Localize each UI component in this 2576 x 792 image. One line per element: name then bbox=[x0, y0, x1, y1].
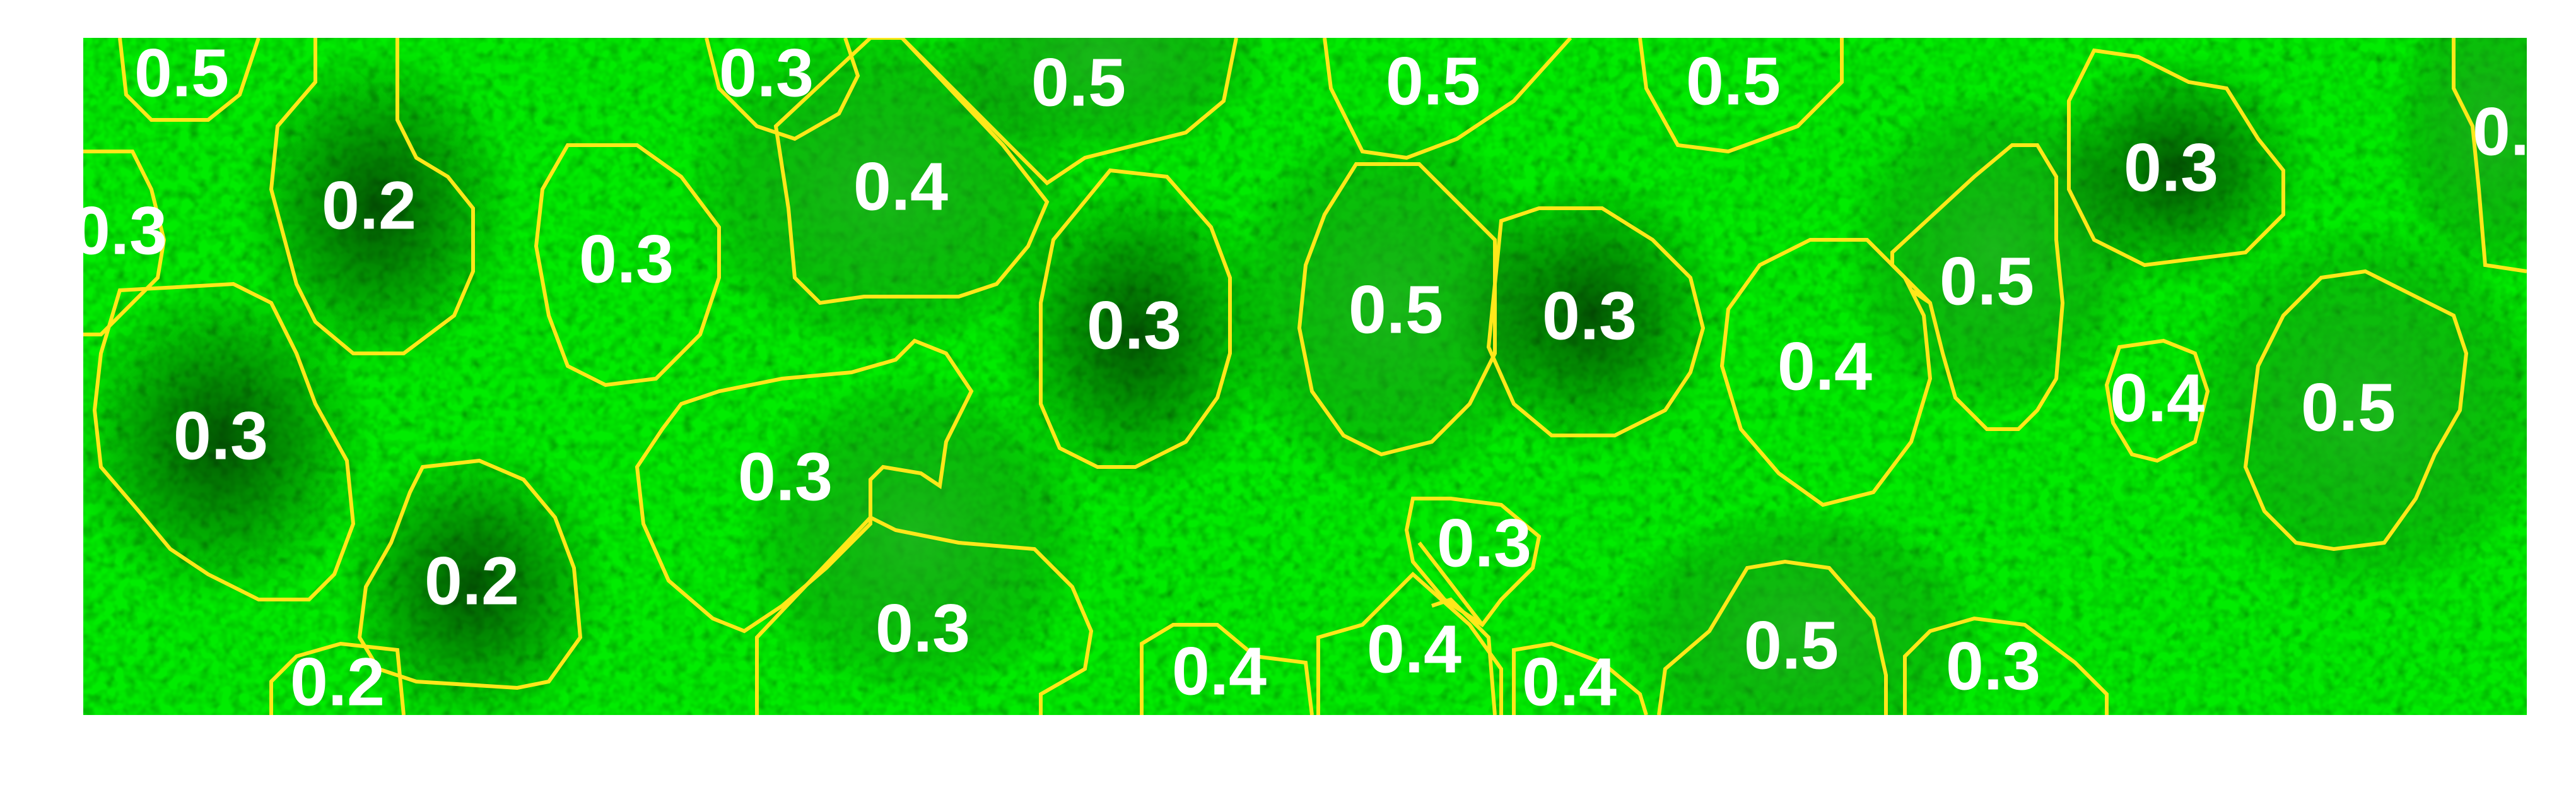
roi-label: 0.3 bbox=[173, 398, 268, 474]
roi-outline bbox=[1910, 288, 1931, 305]
roi-label: 0.4 bbox=[1367, 611, 1461, 687]
roi-label: 0.3 bbox=[1437, 505, 1531, 581]
roi-outline bbox=[2067, 48, 2285, 268]
image-field bbox=[83, 38, 2527, 715]
roi-outline bbox=[2243, 269, 2469, 552]
roi-label: 0.5 bbox=[2473, 93, 2567, 170]
roi-outline bbox=[1903, 616, 2109, 715]
roi-label: 0.5 bbox=[1940, 243, 2034, 319]
roi-label: 0.4 bbox=[1522, 644, 1617, 720]
roi-label: 0.4 bbox=[1172, 633, 1267, 709]
roi-label: 0.3 bbox=[1946, 628, 2040, 704]
roi-label: 0.5 bbox=[1031, 44, 1126, 121]
roi-outline bbox=[83, 150, 167, 336]
roi-outline bbox=[1512, 641, 1648, 715]
roi-label: 0.5 bbox=[2301, 369, 2396, 446]
roi-label: 0.2 bbox=[290, 644, 385, 720]
roi-label: 0.5 bbox=[134, 35, 229, 111]
roi-outline bbox=[1486, 206, 1706, 437]
roi-outline bbox=[1890, 143, 2065, 431]
roi-labels: 0.5 0.3 0.5 0.5 0.5 0.2 0.4 0.3 0.3 0.3 … bbox=[73, 35, 2567, 720]
roi-outline bbox=[1431, 597, 1497, 715]
roi-label: 0.2 bbox=[322, 167, 416, 244]
roi-outline bbox=[2104, 338, 2210, 463]
roi-label: 0.3 bbox=[1542, 278, 1637, 354]
roi-outline bbox=[2452, 38, 2527, 273]
roi-outline bbox=[1657, 559, 1888, 715]
roi-label: 0.4 bbox=[853, 148, 948, 225]
roi-labels-extra: 0.3 bbox=[1437, 505, 1531, 581]
roi-label: 0.3 bbox=[738, 439, 833, 515]
roi-outline bbox=[269, 38, 475, 355]
roi-outline bbox=[1719, 238, 1933, 507]
roi-label: 0.5 bbox=[1686, 43, 1781, 119]
roi-label: 0.2 bbox=[424, 543, 519, 619]
roi-outlines bbox=[83, 38, 2527, 715]
roi-outline bbox=[1323, 38, 1572, 160]
roi-label: 0.4 bbox=[1777, 328, 1872, 405]
roi-label: 0.5 bbox=[1744, 607, 1839, 683]
roi-label: 0.3 bbox=[1087, 287, 1181, 363]
roi-outline bbox=[900, 38, 1238, 186]
roi-outline bbox=[1140, 623, 1314, 715]
roi-outline bbox=[635, 338, 974, 634]
roi-outline bbox=[92, 281, 356, 601]
roi-label: 0.3 bbox=[73, 192, 167, 269]
roi-outline bbox=[1316, 571, 1503, 715]
roi-outline bbox=[1404, 497, 1542, 628]
roi-outline bbox=[269, 641, 406, 715]
roi-outline bbox=[1039, 168, 1232, 469]
roi-outline bbox=[755, 515, 1094, 715]
roi-outline bbox=[357, 458, 583, 690]
roi-outline bbox=[773, 38, 1050, 305]
roi-label: 0.3 bbox=[2124, 129, 2218, 206]
roi-label: 0.3 bbox=[719, 35, 814, 111]
roi-outline bbox=[1297, 162, 1497, 457]
roi-label: 0.5 bbox=[1349, 271, 1443, 348]
roi-outline bbox=[534, 143, 721, 387]
roi-label: 0.4 bbox=[2110, 360, 2204, 436]
roi-label: 0.5 bbox=[1386, 43, 1480, 119]
roi-label: 0.3 bbox=[875, 590, 970, 666]
roi-outline bbox=[705, 38, 860, 141]
roi-outline bbox=[118, 38, 261, 122]
roi-outline bbox=[1417, 541, 1484, 626]
roi-label: 0.3 bbox=[579, 221, 674, 297]
roi-outline bbox=[1638, 38, 1844, 154]
